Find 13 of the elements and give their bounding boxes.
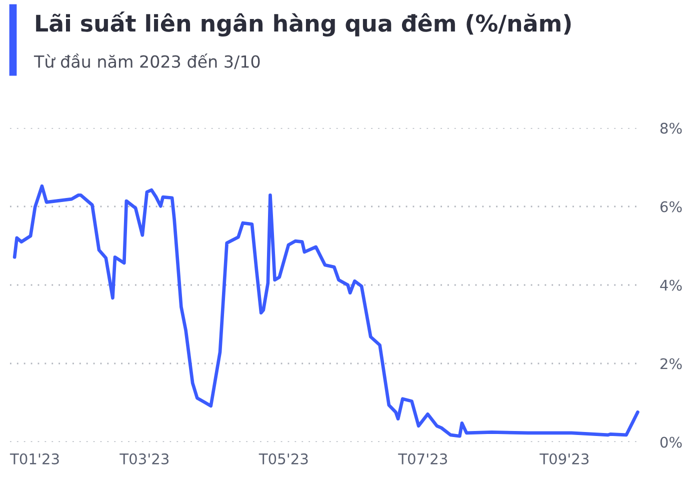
- x-tick-label: T01'23: [10, 453, 59, 464]
- chart-title: Lãi suất liên ngân hàng qua đêm (%/năm): [36, 12, 571, 36]
- y-tick-label: 8%: [660, 122, 682, 134]
- y-tick-label: 0%: [660, 436, 682, 448]
- chart-subtitle: Từ đầu năm 2023 đến 3/10: [34, 54, 260, 70]
- x-tick-label: T03'23: [120, 453, 169, 464]
- y-tick-label: 2%: [660, 358, 682, 370]
- y-tick-label: 6%: [660, 201, 682, 212]
- y-tick-label: 4%: [660, 280, 682, 291]
- x-tick-label: T07'23: [398, 453, 447, 464]
- x-tick-label: T05'23: [258, 453, 308, 464]
- x-tick-label: T09'23: [540, 453, 589, 464]
- line-series: [12, 184, 640, 438]
